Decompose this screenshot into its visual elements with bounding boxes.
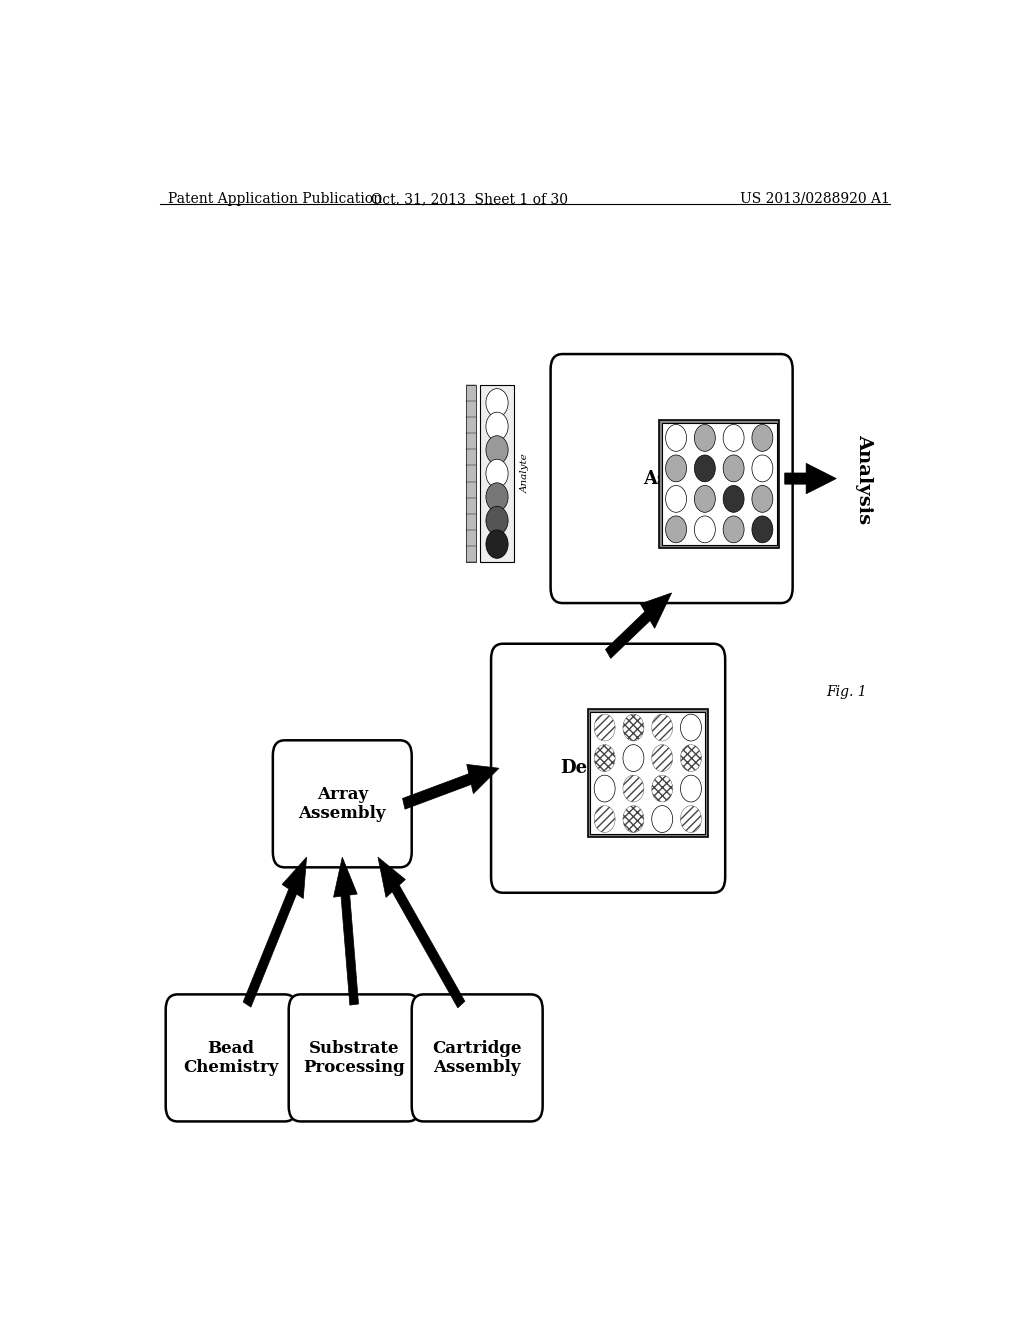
Circle shape (694, 516, 716, 543)
Circle shape (623, 714, 644, 741)
Circle shape (623, 744, 644, 771)
FancyBboxPatch shape (551, 354, 793, 603)
Circle shape (651, 775, 673, 803)
Circle shape (486, 412, 508, 441)
Polygon shape (605, 593, 672, 659)
Circle shape (486, 459, 508, 487)
Circle shape (752, 455, 773, 482)
Circle shape (594, 714, 615, 741)
Polygon shape (784, 463, 837, 494)
Bar (480, 384, 514, 562)
FancyBboxPatch shape (492, 644, 725, 892)
Text: Fig. 1: Fig. 1 (826, 685, 867, 700)
Circle shape (486, 436, 508, 465)
Circle shape (752, 486, 773, 512)
Circle shape (723, 425, 744, 451)
Circle shape (594, 744, 615, 771)
Circle shape (681, 775, 701, 803)
Text: Assay: Assay (643, 470, 699, 487)
FancyBboxPatch shape (289, 994, 420, 1122)
Circle shape (723, 486, 744, 512)
Circle shape (694, 425, 716, 451)
Polygon shape (402, 764, 499, 809)
Text: US 2013/0288920 A1: US 2013/0288920 A1 (740, 191, 890, 206)
Text: Cartridge
Assembly: Cartridge Assembly (432, 1040, 522, 1076)
Circle shape (666, 425, 686, 451)
Text: Patent Application Publication: Patent Application Publication (168, 191, 382, 206)
Bar (588, 709, 708, 837)
Circle shape (666, 455, 686, 482)
Bar (659, 420, 779, 548)
Circle shape (666, 516, 686, 543)
Circle shape (651, 805, 673, 833)
Polygon shape (243, 857, 306, 1007)
Text: Substrate
Processing: Substrate Processing (303, 1040, 406, 1076)
Bar (466, 384, 475, 562)
Circle shape (681, 805, 701, 833)
Circle shape (681, 714, 701, 741)
FancyBboxPatch shape (412, 994, 543, 1122)
Circle shape (723, 455, 744, 482)
Text: Oct. 31, 2013  Sheet 1 of 30: Oct. 31, 2013 Sheet 1 of 30 (371, 191, 567, 206)
Circle shape (723, 516, 744, 543)
Circle shape (486, 388, 508, 417)
Text: Analyte: Analyte (521, 454, 530, 494)
Circle shape (752, 425, 773, 451)
Text: Array
Assembly: Array Assembly (299, 785, 386, 822)
Circle shape (486, 507, 508, 535)
Circle shape (486, 483, 508, 511)
Circle shape (651, 714, 673, 741)
Circle shape (694, 486, 716, 512)
Circle shape (681, 744, 701, 771)
Circle shape (752, 516, 773, 543)
Polygon shape (334, 857, 358, 1005)
Circle shape (651, 744, 673, 771)
Circle shape (666, 486, 686, 512)
FancyBboxPatch shape (166, 994, 297, 1122)
Bar (590, 713, 706, 834)
Text: Decoding: Decoding (560, 759, 655, 777)
Circle shape (594, 805, 615, 833)
Polygon shape (378, 857, 465, 1008)
Circle shape (623, 775, 644, 803)
Circle shape (594, 775, 615, 803)
Text: Analysis: Analysis (855, 433, 873, 524)
Circle shape (623, 805, 644, 833)
Text: Bead
Chemistry: Bead Chemistry (183, 1040, 279, 1076)
FancyBboxPatch shape (272, 741, 412, 867)
Circle shape (694, 455, 716, 482)
Bar (662, 422, 777, 545)
Circle shape (486, 529, 508, 558)
